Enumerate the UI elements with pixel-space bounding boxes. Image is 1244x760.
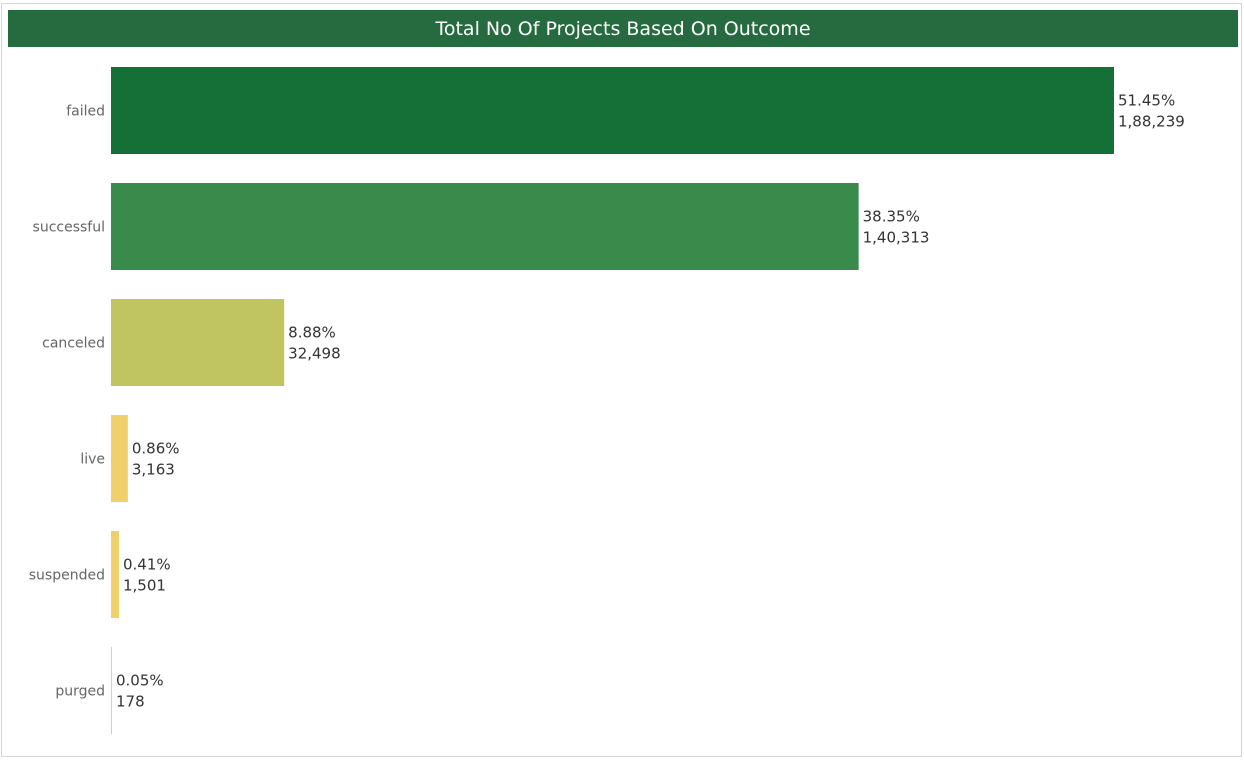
value-label-successful: 1,40,313: [863, 229, 930, 247]
value-label-canceled: 32,498: [288, 345, 341, 363]
category-label-suspended: suspended: [29, 568, 105, 584]
bar-live[interactable]: [111, 415, 128, 502]
category-label-canceled: canceled: [42, 336, 105, 352]
category-label-successful: successful: [33, 220, 105, 236]
category-label-failed: failed: [66, 104, 105, 120]
chart-title: Total No Of Projects Based On Outcome: [8, 10, 1238, 47]
category-label-live: live: [80, 452, 105, 468]
bar-purged[interactable]: [111, 647, 112, 734]
bar-failed[interactable]: [111, 67, 1114, 154]
percent-label-suspended: 0.41%: [123, 556, 171, 574]
percent-label-canceled: 8.88%: [288, 324, 336, 342]
value-label-purged: 178: [116, 693, 145, 711]
bar-canceled[interactable]: [111, 299, 285, 386]
percent-label-failed: 51.45%: [1118, 92, 1175, 110]
percent-label-purged: 0.05%: [116, 672, 164, 690]
category-label-purged: purged: [55, 684, 105, 700]
value-label-suspended: 1,501: [123, 577, 166, 595]
percent-label-live: 0.86%: [132, 440, 180, 458]
bar-suspended[interactable]: [111, 531, 119, 618]
percent-label-successful: 38.35%: [863, 208, 920, 226]
bar-successful[interactable]: [111, 183, 859, 270]
value-label-live: 3,163: [132, 461, 175, 479]
value-label-failed: 1,88,239: [1118, 113, 1185, 131]
